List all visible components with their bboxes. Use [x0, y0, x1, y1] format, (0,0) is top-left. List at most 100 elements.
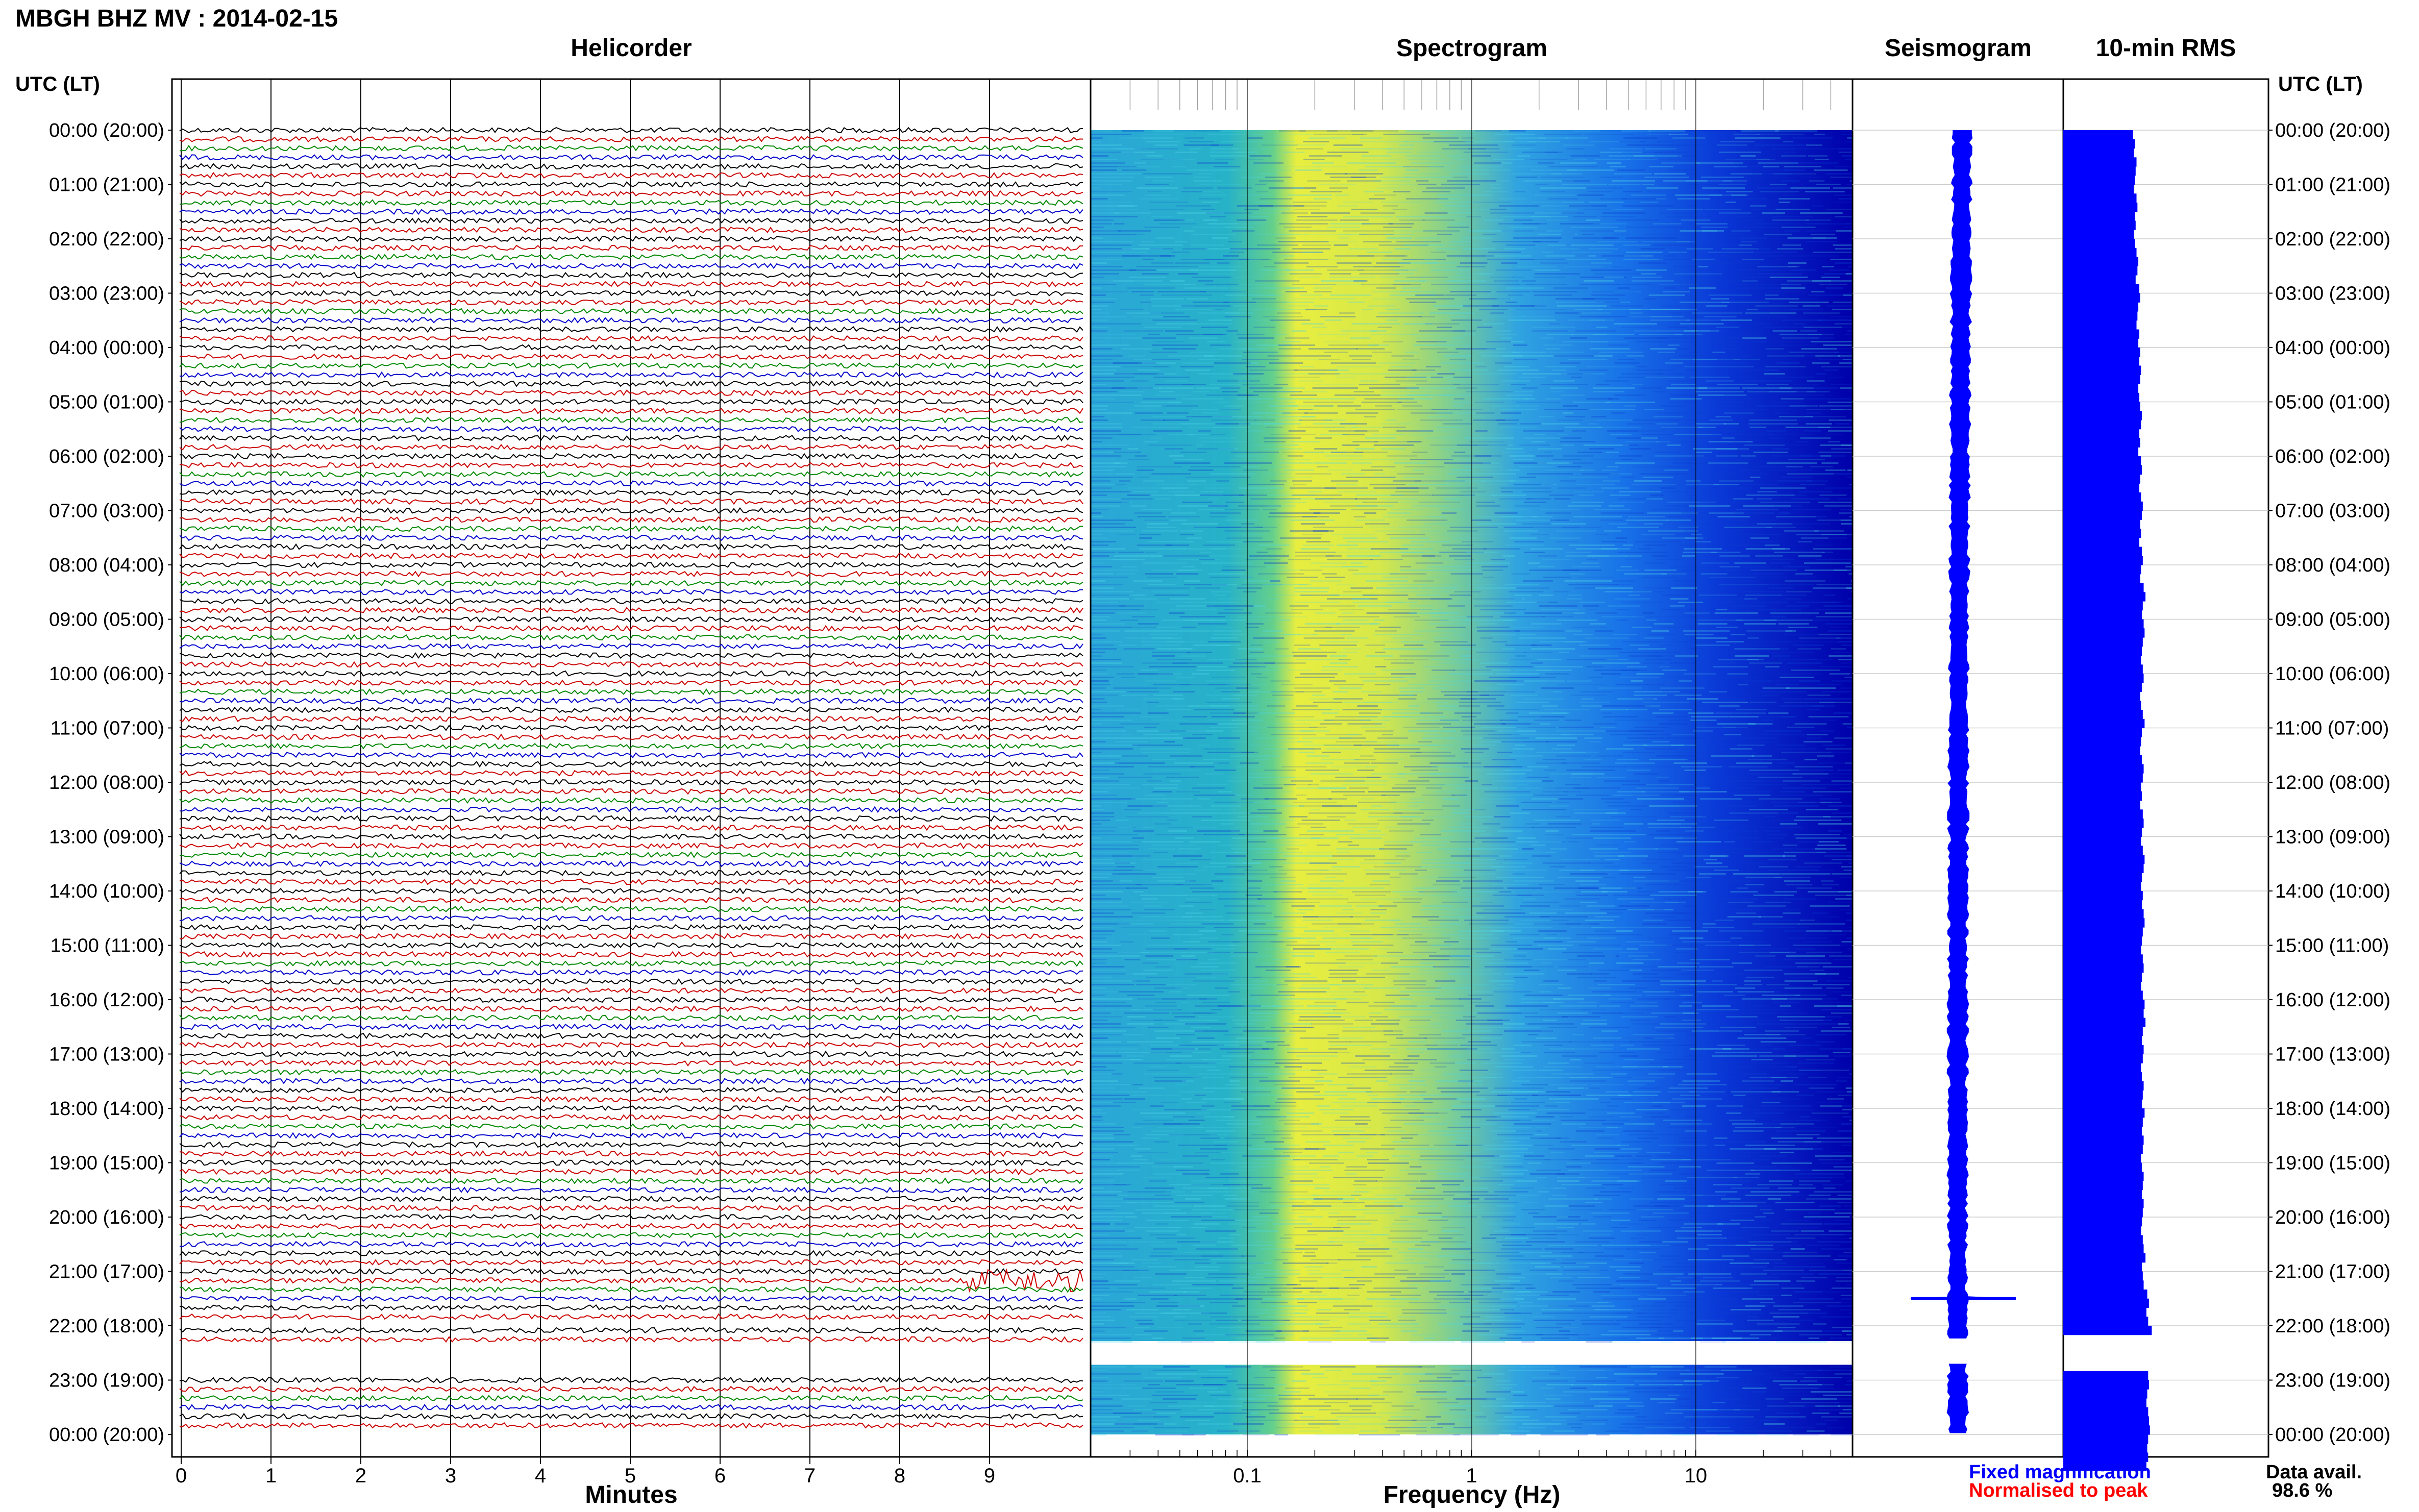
spectrogram-texture [1172, 166, 1187, 167]
spectrogram-texture [1217, 723, 1248, 725]
spectrogram-texture [1825, 469, 1846, 471]
spectrogram-texture [1298, 752, 1315, 753]
spectrogram-texture [1241, 798, 1269, 800]
spectrogram-texture [1326, 130, 1374, 132]
spectrogram-texture [1426, 262, 1455, 264]
spectrogram-texture [1646, 884, 1680, 885]
spectrogram-texture [1709, 169, 1745, 171]
spectrogram-texture [1234, 852, 1248, 853]
spectrogram-texture [1426, 577, 1441, 578]
spectrogram-texture [1272, 252, 1323, 253]
spectrogram-texture [1769, 391, 1816, 392]
spectrogram-texture [1143, 441, 1157, 442]
spectrogram-texture [1115, 741, 1148, 742]
spectrogram-texture [1666, 677, 1687, 678]
spectrogram-texture [1583, 605, 1599, 607]
spectrogram-texture [1803, 312, 1840, 314]
spectrogram-texture [1754, 573, 1784, 575]
spectrogram-texture [1149, 352, 1178, 353]
spectrogram-texture [1549, 323, 1560, 325]
spectrogram-texture [1391, 355, 1414, 357]
spectrogram-texture [1438, 684, 1459, 685]
spectrogram-texture [1742, 998, 1787, 1000]
spectrogram-texture [1416, 594, 1442, 596]
spectrogram-texture [1121, 152, 1155, 153]
spectrogram-texture [1535, 666, 1583, 667]
spectrogram-texture [1452, 873, 1496, 875]
spectrogram-texture [1450, 855, 1499, 857]
spectrogram-texture [1535, 691, 1562, 692]
spectrogram-texture [1601, 487, 1630, 489]
spectrogram-texture [1578, 887, 1598, 889]
spectrogram-texture [1694, 852, 1722, 853]
spectrogram-texture [1704, 602, 1741, 603]
spectrogram-texture [1091, 373, 1134, 375]
spectrogram-texture [1685, 830, 1704, 832]
spectrogram-texture [1704, 405, 1742, 407]
spectrogram-texture [1587, 191, 1613, 192]
spectrogram-texture [1193, 409, 1236, 410]
spectrogram-texture [1501, 827, 1535, 828]
spectrogram-texture [1617, 698, 1658, 700]
spectrogram-texture [1336, 623, 1378, 625]
spectrogram-texture [1581, 891, 1608, 893]
spectrogram-texture [1657, 337, 1701, 339]
spectrogram-texture [1416, 852, 1433, 853]
spectrogram-texture [1627, 909, 1673, 910]
spectrogram-texture [1179, 723, 1219, 725]
spectrogram-texture [1824, 487, 1874, 489]
spectrogram-texture [1360, 755, 1374, 757]
spectrogram-texture [1819, 405, 1867, 407]
spectrogram-texture [1175, 837, 1194, 839]
spectrogram-texture [1719, 152, 1761, 153]
spectrogram-texture [1630, 970, 1642, 971]
spectrogram-texture [1683, 630, 1730, 632]
spectrogram-texture [1719, 705, 1740, 707]
spectrogram-texture [1447, 212, 1473, 214]
spectrogram-texture [1265, 177, 1292, 178]
spectrogram-texture [1643, 698, 1654, 700]
spectrogram-texture [1641, 791, 1690, 792]
spectrogram-texture [1422, 959, 1472, 960]
spectrogram-texture [1175, 987, 1189, 989]
spectrogram-texture [1823, 916, 1839, 918]
spectrogram-texture [1444, 498, 1461, 500]
spectrogram-texture [1521, 387, 1538, 389]
spectrogram-texture [1452, 548, 1487, 550]
spectrogram-texture [1440, 648, 1484, 650]
spectrogram-texture [1091, 1009, 1139, 1010]
spectrogram-texture [1488, 252, 1521, 253]
spectrogram-texture [1113, 359, 1154, 360]
spectrogram-texture [1118, 205, 1134, 207]
spectrogram-texture [1718, 1030, 1757, 1032]
spectrogram-texture [1198, 745, 1210, 746]
spectrogram-texture [1732, 605, 1767, 607]
spectrogram-texture [1419, 866, 1464, 867]
spectrogram-texture [1394, 462, 1427, 464]
spectrogram-texture [1434, 637, 1450, 639]
spectrogram-texture [1361, 402, 1402, 403]
spectrogram-texture [1091, 1023, 1121, 1025]
spectrogram-texture [1614, 234, 1631, 235]
spectrogram-texture [1446, 759, 1485, 760]
spectrogram-texture [1354, 895, 1386, 896]
spectrogram-texture [1270, 734, 1317, 735]
spectrogram-texture [1113, 687, 1158, 689]
spectrogram-texture [1091, 494, 1107, 496]
spectrogram-texture [1832, 1027, 1850, 1028]
spectrogram-texture [1137, 469, 1154, 471]
minute-tick-label: 8 [894, 1465, 905, 1487]
spectrogram-texture [1514, 137, 1546, 139]
spectrogram-texture [1602, 480, 1620, 482]
spectrogram-texture [1547, 1062, 1569, 1064]
helicorder-trace [179, 1295, 1083, 1302]
spectrogram-texture [1694, 280, 1742, 282]
spectrogram-texture [1586, 559, 1598, 560]
spectrogram-texture [1756, 405, 1807, 407]
spectrogram-texture [1535, 244, 1566, 246]
spectrogram-texture [1434, 1066, 1447, 1068]
spectrogram-texture [1456, 1020, 1502, 1021]
spectrogram-texture [1737, 580, 1760, 582]
spectrogram-texture [1368, 198, 1386, 200]
spectrogram-texture [1373, 487, 1419, 489]
